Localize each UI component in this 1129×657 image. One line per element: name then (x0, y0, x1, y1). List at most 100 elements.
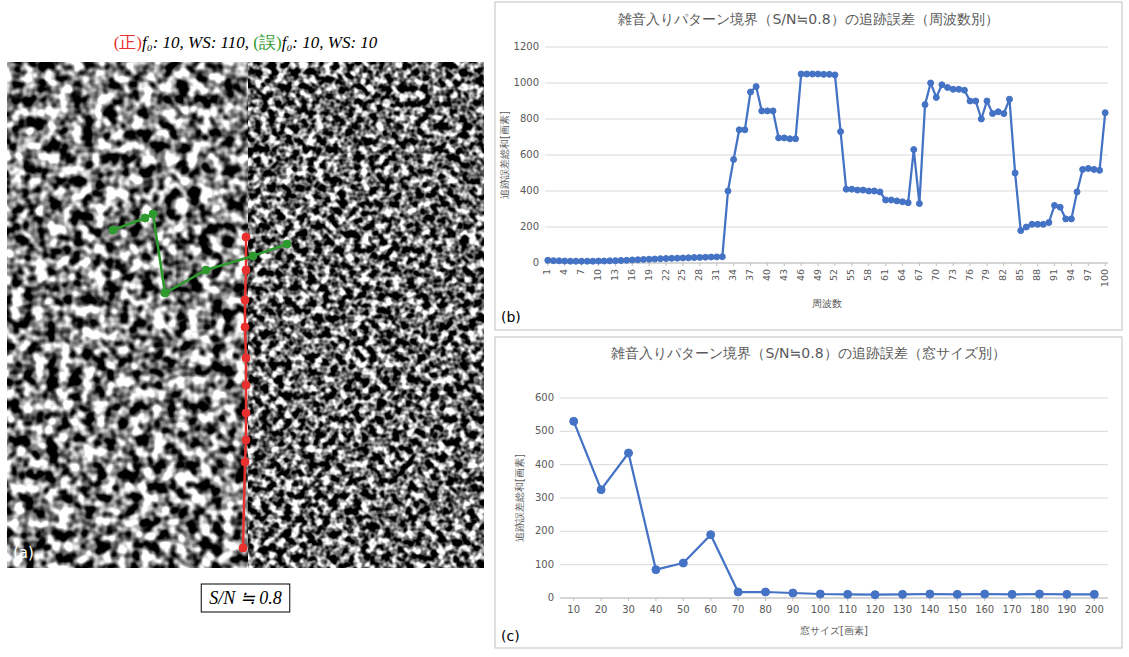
y-tick-label: 0 (548, 592, 554, 603)
y-axis-title: 追跡誤差総和[画素] (514, 454, 525, 542)
data-point (697, 254, 703, 260)
data-point (821, 71, 827, 77)
x-tick-label: 25 (676, 269, 687, 281)
x-tick-label: 67 (913, 269, 924, 281)
x-tick (716, 263, 717, 266)
chart-title: 雑音入りパターン境界（S/N≒0.8）の追跡誤差（周波数別） (618, 11, 998, 27)
data-point (877, 189, 883, 195)
annotation-box (201, 584, 290, 612)
data-point (1080, 166, 1086, 172)
y-tick-label: 1000 (514, 77, 539, 88)
data-point (691, 255, 697, 261)
x-tick-label: 31 (710, 269, 721, 281)
data-point (1068, 216, 1074, 222)
x-tick-label: 50 (677, 604, 690, 615)
data-point (635, 257, 641, 263)
data-point (641, 256, 647, 262)
trace-point (202, 266, 210, 274)
data-point (597, 486, 605, 494)
grid-line (545, 263, 1108, 264)
x-tick (655, 598, 656, 601)
data-point (815, 71, 821, 77)
data-point (646, 256, 652, 262)
y-tick-label: 600 (520, 149, 539, 160)
x-tick-label: 22 (660, 269, 671, 281)
data-point (789, 589, 797, 597)
data-point (911, 147, 917, 153)
data-point (1063, 216, 1069, 222)
x-tick (1054, 263, 1055, 266)
data-point (900, 199, 906, 205)
data-point (753, 84, 759, 90)
x-tick-label: 10 (567, 604, 580, 615)
grid-line (560, 531, 1108, 532)
title-line: 雑音入りパターン境界（S/N≒0.8）の追跡誤差（周波数別） (618, 11, 998, 27)
data-point (866, 188, 872, 194)
data-point (725, 188, 731, 194)
data-point (686, 255, 692, 261)
data-point (1029, 221, 1035, 227)
x-tick (601, 598, 602, 601)
x-tick (1003, 263, 1004, 266)
x-tick (818, 263, 819, 266)
data-point (849, 186, 855, 192)
data-point (601, 258, 607, 264)
title-line: 雑音入りパターン境界（S/N≒0.8）の追跡誤差（窓サイズ別） (611, 345, 1005, 361)
trace-point (241, 458, 249, 466)
data-point (669, 255, 675, 261)
data-point (734, 588, 742, 596)
x-tick (1020, 263, 1021, 266)
x-tick-label: 160 (975, 604, 994, 615)
x-tick-label: 180 (1030, 604, 1049, 615)
x-tick (902, 263, 903, 266)
x-tick (792, 598, 793, 601)
data-point (680, 255, 686, 261)
data-point (573, 258, 579, 264)
data-point (894, 198, 900, 204)
data-point (888, 197, 894, 203)
data-point (770, 108, 776, 114)
chart-title: 雑音入りパターン境界（S/N≒0.8）の追跡誤差（窓サイズ別） (611, 345, 1005, 361)
data-point (1036, 590, 1044, 598)
data-point (1040, 221, 1046, 227)
data-line (548, 74, 1105, 261)
x-tick (682, 263, 683, 266)
data-point (939, 82, 945, 88)
x-tick (573, 598, 574, 601)
x-tick-label: 88 (1031, 269, 1042, 281)
x-tick (738, 598, 739, 601)
grid-line (545, 119, 1108, 120)
panel-2: 雑音入りパターン境界（S/N≒0.8）の追跡誤差（窓サイズ別）010020030… (495, 337, 1122, 648)
data (570, 417, 1099, 598)
trace-line (113, 214, 287, 293)
x-tick (936, 263, 937, 266)
data-point (1023, 224, 1029, 230)
x-tick (649, 263, 650, 266)
trace-point (239, 544, 247, 552)
data-point (776, 135, 782, 141)
y-tick-label: 500 (535, 425, 554, 436)
panel-label: (b) (501, 309, 521, 325)
data-point (787, 136, 793, 142)
grid-line (560, 431, 1108, 432)
data-line (574, 421, 1095, 594)
x-tick-label: 60 (704, 604, 717, 615)
trace-point (242, 436, 250, 444)
data-point (1063, 590, 1071, 598)
x-tick (666, 263, 667, 266)
noise-right (249, 62, 485, 568)
data-point (731, 157, 737, 163)
data-point (1006, 96, 1012, 102)
x-tick (683, 598, 684, 601)
data-point (860, 187, 866, 193)
y-tick-label: 600 (535, 392, 554, 403)
data-point (798, 71, 804, 77)
data-point (657, 256, 663, 262)
figure: (正)f₀: 10, WS: 110, (誤)f₀: 10, WS: 10 (a)… (0, 0, 1129, 657)
panel-label: (a) (13, 544, 34, 562)
panel-title: (正)f₀: 10, WS: 110, (誤)f₀: 10, WS: 10 (114, 33, 378, 52)
x-tick (885, 263, 886, 266)
data-point (933, 94, 939, 100)
x-tick-label: 200 (1085, 604, 1104, 615)
data-point (809, 71, 815, 77)
